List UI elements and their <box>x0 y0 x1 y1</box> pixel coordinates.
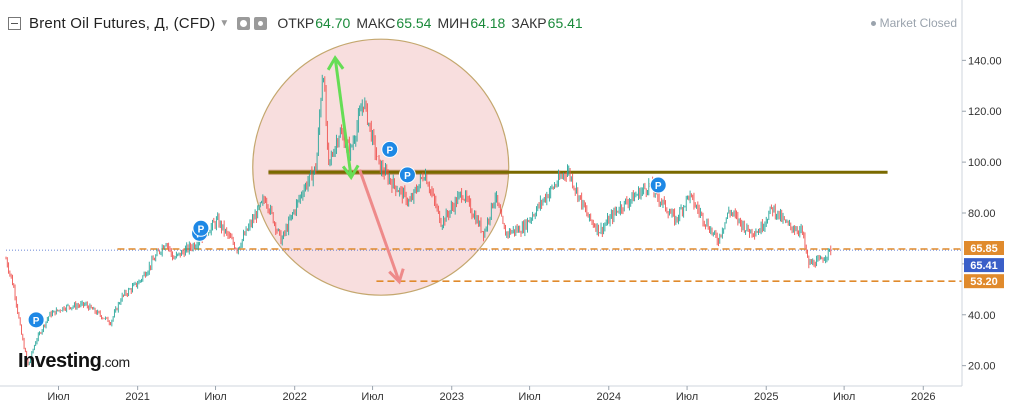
market-status: Market Closed <box>870 16 957 30</box>
price-tag-label: 65.85 <box>970 243 998 255</box>
x-tick-label: 2024 <box>597 391 621 403</box>
axes-layer: 20.0040.0060.0080.00100.00120.00140.00Ию… <box>0 0 1004 403</box>
event-badge-label: P <box>386 145 393 156</box>
x-tick-label: Июл <box>833 391 855 403</box>
price-series-layer <box>5 74 832 366</box>
open-label: ОТКР <box>277 15 315 31</box>
price-tag <box>964 240 1004 255</box>
status-dot-icon <box>870 21 876 27</box>
gear-icon[interactable] <box>254 16 268 30</box>
chevron-down-icon[interactable]: ▼ <box>219 17 230 29</box>
green-arrow-head-bottom <box>341 164 360 181</box>
price-tag-label: 65.41 <box>970 260 998 272</box>
price-tag-label: 53.20 <box>970 276 998 288</box>
price-tag <box>964 274 1004 289</box>
x-tick-label: Июл <box>676 391 698 403</box>
green-arrow-head-top <box>326 55 345 71</box>
event-badge[interactable] <box>398 166 416 184</box>
y-tick-label: 120.00 <box>968 106 1002 118</box>
red-arrow-head <box>388 268 405 285</box>
x-tick-label: 2025 <box>754 391 778 403</box>
chart-header: Brent Oil Futures, Д, (CFD) ▼ ОТКР 64.70… <box>8 10 583 36</box>
high-label: МАКС <box>356 15 396 31</box>
x-tick-label: 2026 <box>911 391 935 403</box>
minus-square-icon[interactable] <box>8 16 21 30</box>
investing-logo: Investing.com <box>18 350 130 373</box>
event-badge-label: P <box>198 224 205 235</box>
price-tag <box>964 258 1004 273</box>
y-tick-label: 80.00 <box>968 208 996 220</box>
close-value: 65.41 <box>547 15 583 31</box>
red-arrow <box>358 169 401 283</box>
x-tick-label: 2022 <box>282 391 306 403</box>
eye-icon[interactable] <box>237 16 251 30</box>
event-badge[interactable] <box>27 311 45 329</box>
x-tick-label: Июл <box>518 391 540 403</box>
arrows-layer <box>326 55 405 285</box>
y-tick-label: 40.00 <box>968 310 996 322</box>
event-badge-label: P <box>404 171 411 182</box>
event-badge[interactable] <box>381 140 399 158</box>
open-value: 64.70 <box>315 15 351 31</box>
event-badge[interactable] <box>649 176 667 194</box>
green-arrow <box>333 57 353 178</box>
x-tick-label: Июл <box>204 391 226 403</box>
badges-layer: PPPPPP <box>27 140 667 329</box>
event-badge-label: P <box>655 181 662 192</box>
event-badge[interactable] <box>192 219 210 237</box>
x-tick-label: Июл <box>361 391 383 403</box>
x-tick-label: 2023 <box>439 391 463 403</box>
market-status-text: Market Closed <box>879 16 957 30</box>
low-label: МИН <box>437 15 470 31</box>
close-label: ЗАКР <box>511 15 547 31</box>
levels-layer <box>6 169 962 282</box>
y-tick-label: 140.00 <box>968 55 1002 67</box>
high-value: 65.54 <box>396 15 432 31</box>
logo-brand: Investing <box>18 350 102 372</box>
logo-suffix: .com <box>101 354 130 370</box>
event-badge-label: P <box>33 316 40 327</box>
y-tick-label: 100.00 <box>968 157 1002 169</box>
low-value: 64.18 <box>470 15 506 31</box>
x-tick-label: 2021 <box>125 391 149 403</box>
y-tick-label: 20.00 <box>968 361 996 373</box>
x-tick-label: Июл <box>47 391 69 403</box>
instrument-title[interactable]: Brent Oil Futures, Д, (CFD) <box>29 14 216 32</box>
